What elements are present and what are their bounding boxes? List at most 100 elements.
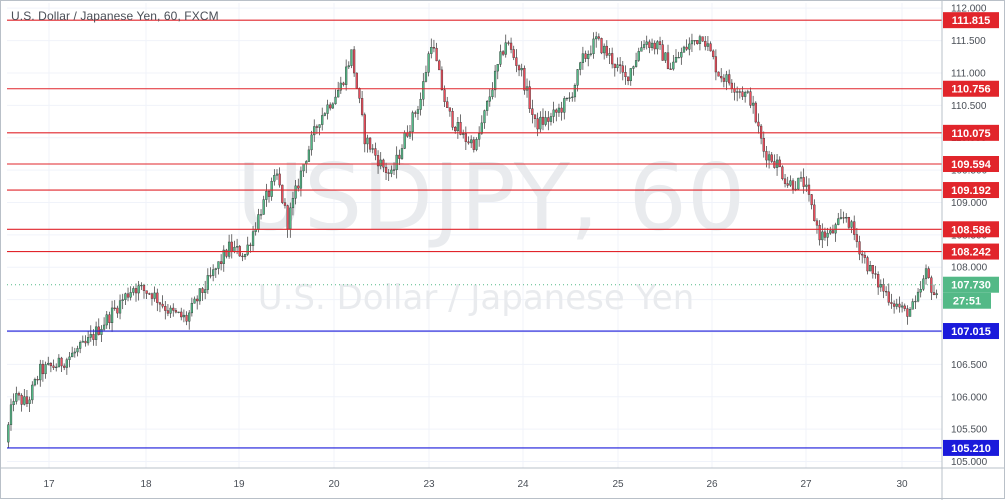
candle-up <box>140 282 143 290</box>
candle-down <box>108 311 111 330</box>
x-tick-label: 20 <box>328 479 340 490</box>
candle-body <box>454 126 457 132</box>
candle-up <box>243 253 247 260</box>
candle-up <box>579 61 582 76</box>
candle-down <box>757 113 760 134</box>
candle-down <box>783 174 787 188</box>
candle-up <box>789 175 792 187</box>
horizontal-levels[interactable] <box>7 19 942 449</box>
candle-body <box>459 122 462 135</box>
candle-body <box>890 302 893 304</box>
candle-up <box>323 112 327 117</box>
x-tick-label: 17 <box>43 479 55 490</box>
candle-body <box>871 265 874 274</box>
candle-body <box>108 314 111 324</box>
candle-down <box>858 235 861 261</box>
candle-up <box>275 169 279 180</box>
candle-body <box>86 337 90 344</box>
candle-up <box>422 73 425 107</box>
candle-down <box>116 305 119 318</box>
candle-up <box>640 41 643 52</box>
candle-body <box>528 86 531 109</box>
candle-body <box>924 268 928 280</box>
candle-down <box>762 131 765 158</box>
candle-up <box>664 52 667 63</box>
candle-up <box>799 171 803 182</box>
candle-up <box>110 300 114 332</box>
candle-body <box>783 178 787 184</box>
candle-body <box>674 57 678 63</box>
candle-body <box>751 102 755 106</box>
candle-body <box>57 357 61 368</box>
candle-body <box>233 246 236 252</box>
candle-up <box>102 317 106 332</box>
candle-down <box>384 162 388 181</box>
candle-up <box>217 261 220 275</box>
candle-down <box>818 220 821 246</box>
candle-down <box>387 169 390 181</box>
candle-down <box>472 136 475 153</box>
candle-body <box>116 307 119 314</box>
candle-body <box>818 225 821 241</box>
candle-body <box>845 217 848 219</box>
time-axis[interactable]: 17 18 19 20 23 24 25 26 27 30 <box>43 479 908 490</box>
candle-body <box>384 166 388 173</box>
candle-down <box>209 267 212 279</box>
candle-body <box>225 249 228 257</box>
candle-down <box>17 391 21 401</box>
candle-body <box>376 155 380 167</box>
candle-up <box>65 357 68 375</box>
candle-body <box>855 234 859 242</box>
candle-down <box>658 36 662 50</box>
candle-body <box>759 125 763 139</box>
candle-body <box>916 291 920 302</box>
candle-up <box>544 110 547 127</box>
candle-down <box>501 50 505 57</box>
candle-body <box>650 42 654 48</box>
candle-body <box>432 47 436 49</box>
candle-down <box>669 62 672 70</box>
candle-up <box>430 38 433 59</box>
candle-body <box>738 91 741 93</box>
candle-body <box>25 396 29 404</box>
candle-up <box>935 289 938 299</box>
y-tick-label: 111.000 <box>951 68 986 79</box>
candle-up <box>637 47 640 62</box>
candle-body <box>624 72 627 78</box>
candle-up <box>331 102 334 110</box>
candle-down <box>267 189 271 203</box>
candle-up <box>33 377 37 387</box>
candle-down <box>97 318 100 336</box>
candle-body <box>797 177 800 190</box>
level-badge: 105.210 <box>943 439 999 456</box>
candle-up <box>821 223 824 248</box>
candle-body <box>842 217 845 219</box>
candle-body <box>411 112 414 132</box>
candle-body <box>329 104 332 109</box>
candle-down <box>863 251 866 264</box>
candle-body <box>102 324 106 330</box>
candle-up <box>100 325 103 342</box>
candle-down <box>342 81 345 87</box>
candle-down <box>398 149 401 166</box>
candle-down <box>717 71 720 77</box>
candle-body <box>536 118 539 130</box>
candle-down <box>773 154 776 169</box>
candle-down <box>709 41 712 52</box>
candle-body <box>581 53 585 63</box>
candle-up <box>919 281 922 298</box>
candle-down <box>653 40 656 55</box>
candle-down <box>283 198 287 209</box>
candle-body <box>677 57 680 59</box>
candle-body <box>270 181 273 197</box>
candle-up <box>634 52 638 68</box>
candle-body <box>49 362 53 367</box>
candle-down <box>278 167 281 188</box>
candle-body <box>15 393 18 402</box>
symbol-title: U.S. Dollar / Japanese Yen, 60, FXCM <box>11 9 219 23</box>
candle-body <box>555 109 558 113</box>
candle-down <box>41 360 45 382</box>
candle-up <box>326 99 329 120</box>
